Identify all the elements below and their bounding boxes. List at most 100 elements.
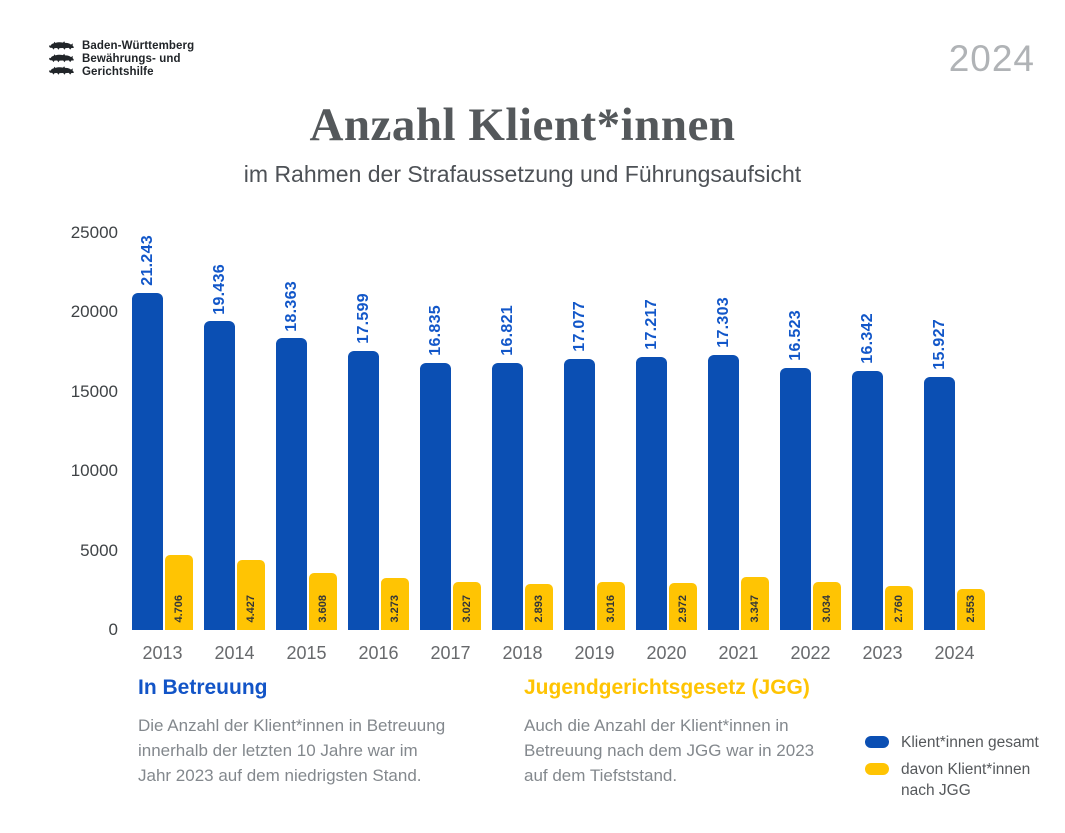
- bar-group: 17.599 3.273 2016: [348, 233, 409, 663]
- bar-jgg-value-label: 3.273: [381, 595, 409, 623]
- bar-jgg: [237, 559, 265, 630]
- logo: Baden-Württemberg Bewährungs- und Gerich…: [48, 40, 194, 79]
- bar-total-value-label: 19.436: [204, 264, 235, 315]
- bar-total: [420, 362, 451, 630]
- page-title: Anzahl Klient*innen: [309, 99, 736, 151]
- bar-jgg-value-label: 3.608: [309, 595, 337, 623]
- bar-total-value-label: 17.303: [708, 297, 739, 348]
- bar-jgg-value: 3.016: [605, 595, 617, 623]
- bar-total: [924, 377, 955, 630]
- bar-jgg: [885, 586, 913, 630]
- bar-jgg: [525, 584, 553, 630]
- footer-text-jgg: Auch die Anzahl der Klient*innen in Betr…: [524, 716, 815, 785]
- x-axis-year-label: 2013: [142, 643, 183, 663]
- x-axis-year-label: 2014: [214, 643, 255, 663]
- y-axis-tick-label: 10000: [70, 461, 118, 481]
- footer-heading-betreuung: In Betreuung: [138, 676, 268, 699]
- bar-total-value: 21.243: [138, 234, 156, 286]
- bar-total: [708, 355, 739, 630]
- bar-jgg-value: 2.553: [965, 595, 977, 623]
- x-axis-year-label: 2015: [286, 643, 327, 663]
- bar-jgg-value-label: 3.027: [453, 595, 481, 623]
- bar-total-value: 17.077: [570, 301, 588, 352]
- bar-total-value: 17.217: [642, 298, 660, 350]
- bar-total-value-label: 18.363: [276, 281, 307, 332]
- bar-total-value-label: 21.243: [132, 235, 163, 286]
- bar-total: [780, 367, 811, 630]
- bar-jgg: [957, 589, 985, 630]
- legend-item-label: Klient*innen gesamt: [901, 734, 1039, 751]
- bar-jgg: [669, 582, 697, 630]
- bar-jgg: [597, 582, 625, 630]
- bar-jgg-value: 3.027: [461, 595, 473, 623]
- x-axis-year-label: 2020: [646, 643, 687, 663]
- bar-jgg-value: 2.893: [533, 595, 545, 623]
- page-subtitle: im Rahmen der Strafaussetzung und Führun…: [243, 161, 802, 187]
- bar-jgg-value-label: 4.427: [237, 595, 265, 623]
- bar-total: [348, 350, 379, 630]
- bar-total-value: 16.342: [858, 312, 876, 364]
- bar-jgg-value-label: 3.016: [597, 595, 625, 623]
- bar-jgg-value-label: 2.972: [669, 595, 697, 623]
- bar-group: 15.927 2.553 2024: [924, 233, 985, 663]
- bar-total-value: 17.303: [714, 297, 732, 349]
- bar-total-value: 18.363: [282, 280, 300, 332]
- legend-color-pill: [865, 736, 889, 748]
- x-axis-year-label: 2019: [574, 643, 615, 663]
- bar-jgg-value-label: 2.553: [957, 595, 985, 623]
- bar-total-value-label: 17.077: [564, 301, 595, 352]
- bar-total-value: 16.523: [786, 309, 804, 361]
- footer-section-betreuung: In Betreuung Die Anzahl der Klient*innen…: [138, 676, 450, 788]
- bar-total-value-label: 16.342: [852, 313, 883, 364]
- bar-jgg-value-label: 2.760: [885, 595, 913, 623]
- bar-total-value: 17.599: [354, 292, 372, 344]
- bar-group: 16.523 3.034 2022: [780, 233, 841, 663]
- x-axis-year-label: 2018: [502, 643, 543, 663]
- bar-jgg-value: 3.273: [389, 595, 401, 623]
- bar-jgg-value-label: 3.034: [813, 595, 841, 623]
- bar-jgg: [309, 572, 337, 630]
- y-axis-tick-label: 0: [108, 620, 118, 639]
- footer-text-betreuung: Die Anzahl der Klient*innen in Betreuung…: [138, 716, 446, 785]
- bar-total: [852, 370, 883, 630]
- bar-total-value: 19.436: [210, 263, 228, 315]
- bar-total: [276, 338, 307, 630]
- legend-item: davon Klient*innen nach JGG: [865, 759, 1051, 801]
- chart-legend: Klient*innen gesamt davon Klient*innen na…: [865, 732, 1051, 807]
- bar-total-value: 15.927: [930, 319, 948, 371]
- y-axis-tick-label: 20000: [70, 302, 118, 322]
- x-axis-year-label: 2021: [718, 643, 759, 663]
- bar-jgg: [741, 576, 769, 630]
- bar-group: 19.436 4.427 2014: [204, 233, 265, 663]
- bar-total: [564, 358, 595, 630]
- bar-total: [204, 321, 235, 630]
- legend-item-label: davon Klient*innen nach JGG: [901, 761, 1031, 799]
- logo-text: Baden-Württemberg Bewährungs- und Gerich…: [82, 40, 194, 79]
- x-axis-year-label: 2017: [430, 643, 471, 663]
- footer-heading-jgg: Jugendgerichtsgesetz (JGG): [524, 676, 810, 699]
- logo-line: Gerichtshilfe: [82, 66, 154, 78]
- bar-total-value-label: 17.599: [348, 293, 379, 344]
- bar-jgg-value: 3.608: [317, 595, 329, 623]
- bar-group: 17.077 3.016 2019: [564, 233, 625, 663]
- report-year-badge: 2024: [948, 38, 1035, 79]
- bar-total-value-label: 16.523: [780, 310, 811, 361]
- bar-jgg: [453, 581, 481, 630]
- bar-group: 17.217 2.972 2020: [636, 233, 697, 663]
- bar-group: 16.821 2.893 2018: [492, 233, 553, 663]
- bar-group: 18.363 3.608 2015: [276, 233, 337, 663]
- legend-item: Klient*innen gesamt: [865, 732, 1051, 753]
- y-axis-tick-label: 25000: [70, 223, 118, 242]
- footer-section-jgg: Jugendgerichtsgesetz (JGG) Auch die Anza…: [524, 676, 836, 788]
- y-axis-tick-label: 15000: [70, 381, 118, 401]
- x-axis-year-label: 2016: [358, 643, 399, 663]
- legend-color-pill: [865, 763, 889, 775]
- bar-jgg-value-label: 2.893: [525, 595, 553, 623]
- bar-jgg-value: 3.347: [749, 595, 761, 623]
- bar-total-value: 16.835: [426, 304, 444, 356]
- bar-total-value-label: 17.217: [636, 299, 667, 350]
- bar-group: 21.243 4.706 2013: [132, 233, 193, 663]
- bar-total-value-label: 16.821: [492, 305, 523, 356]
- x-axis-year-label: 2022: [790, 643, 831, 663]
